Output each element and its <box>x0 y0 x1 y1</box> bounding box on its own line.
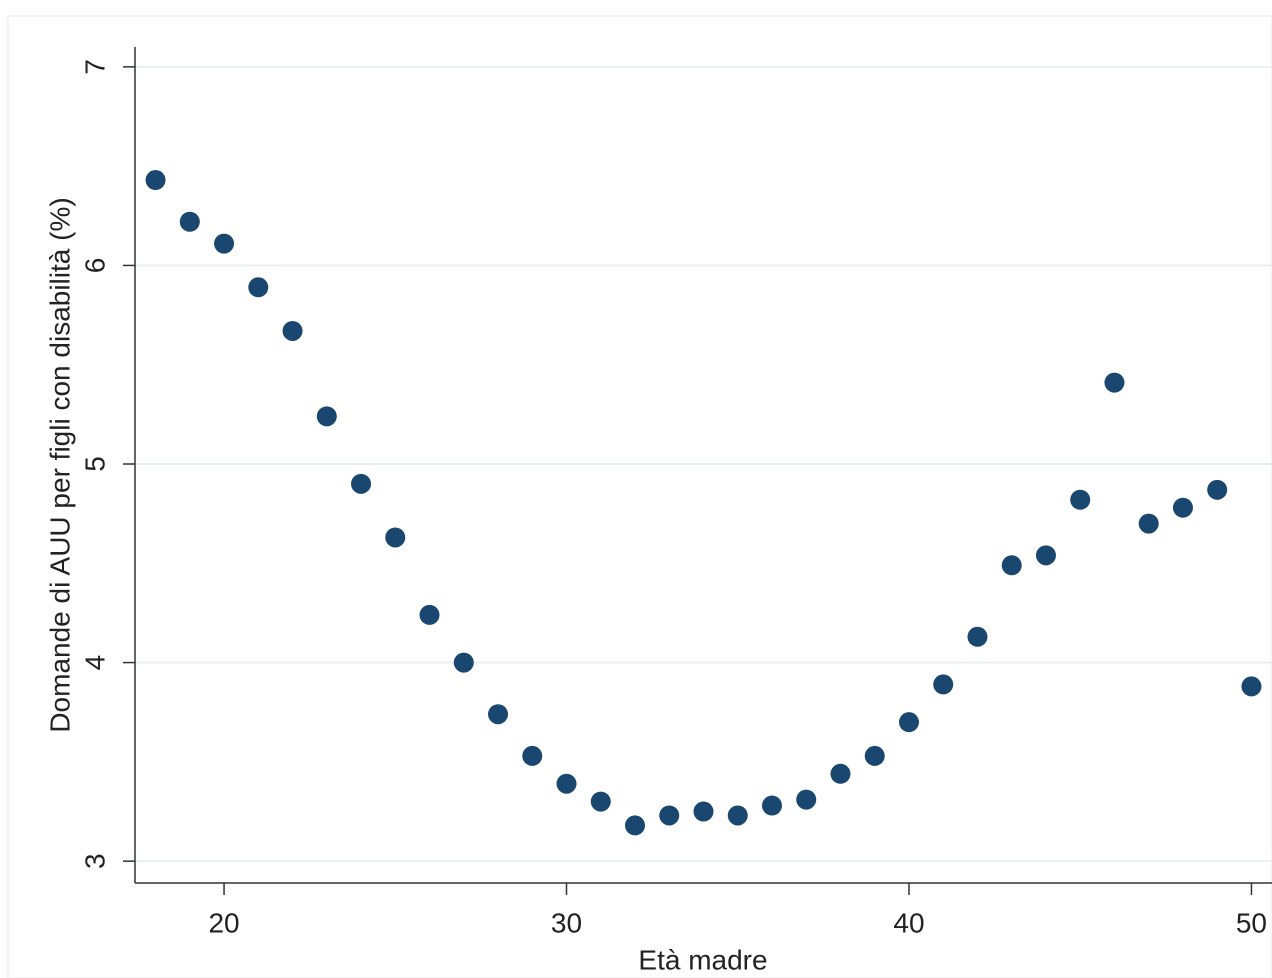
point <box>419 604 440 625</box>
point <box>556 773 577 794</box>
x-tick-label: 50 <box>1236 907 1267 938</box>
point <box>761 795 782 816</box>
point <box>1104 372 1125 393</box>
point <box>659 805 680 826</box>
point <box>933 674 954 695</box>
point <box>1138 513 1159 534</box>
y-axis-label: Domande di AUU per figli con disabilità … <box>44 197 75 732</box>
y-tick-label: 3 <box>79 853 110 869</box>
point <box>453 652 474 673</box>
y-tick-label: 7 <box>79 59 110 75</box>
point <box>351 473 372 494</box>
y-tick-label: 6 <box>79 258 110 274</box>
point <box>693 801 714 822</box>
point <box>727 805 748 826</box>
point <box>625 815 646 836</box>
point <box>316 406 337 427</box>
point <box>590 791 611 812</box>
y-tick-label: 4 <box>79 655 110 671</box>
point <box>830 763 851 784</box>
point <box>145 170 166 191</box>
point <box>864 745 885 766</box>
x-tick-label: 40 <box>893 907 924 938</box>
point <box>796 789 817 810</box>
point <box>385 527 406 548</box>
point <box>179 211 200 232</box>
point <box>1207 479 1228 500</box>
point <box>898 712 919 733</box>
x-tick-label: 20 <box>208 907 239 938</box>
point <box>214 233 235 254</box>
x-axis-label: Età madre <box>638 944 767 975</box>
point <box>248 277 269 298</box>
point <box>1172 497 1193 518</box>
point <box>1035 545 1056 566</box>
point <box>282 320 303 341</box>
y-tick-label: 5 <box>79 456 110 472</box>
point <box>1001 555 1022 576</box>
x-tick-label: 30 <box>551 907 582 938</box>
point <box>1070 489 1091 510</box>
point <box>522 745 543 766</box>
point <box>967 626 988 647</box>
point <box>488 704 509 725</box>
point <box>1241 676 1262 697</box>
